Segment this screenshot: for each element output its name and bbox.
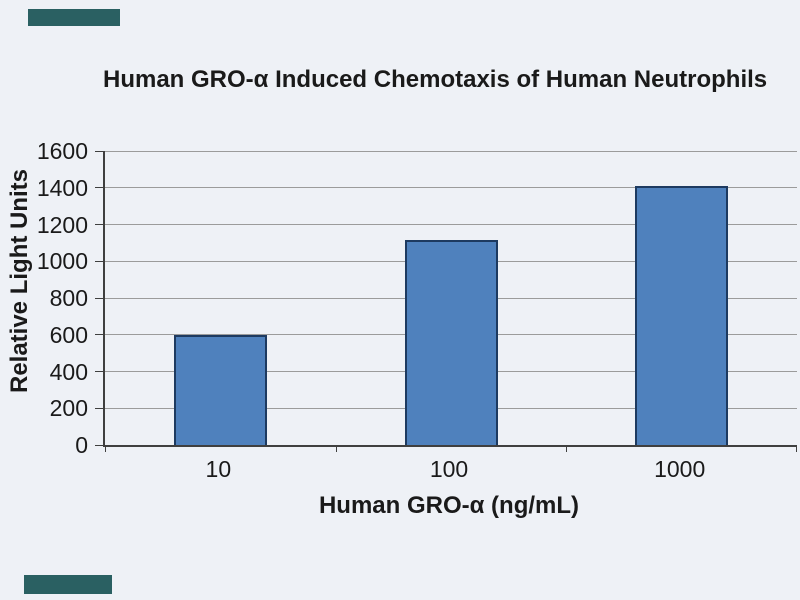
y-tick-mark-1200 (95, 224, 103, 225)
y-tick-mark-0 (95, 445, 103, 446)
y-tick-label-1400: 1400 (36, 174, 88, 201)
x-axis-tick-labels: 10 100 1000 (103, 456, 795, 486)
y-axis-tick-labels: 0 200 400 600 800 1000 1200 1400 1600 (0, 138, 88, 458)
y-tick-label-1600: 1600 (36, 138, 88, 164)
x-tick-mark-0 (105, 445, 106, 452)
gridline-y-1400 (105, 187, 797, 189)
bar-1000 (635, 185, 729, 445)
x-tick-label-100: 100 (429, 456, 469, 482)
plot-area (95, 150, 797, 452)
y-tick-mark-200 (95, 407, 103, 409)
y-tick-mark-1400 (95, 187, 103, 189)
y-tick-mark-400 (95, 371, 103, 372)
y-tick-label-600: 600 (49, 321, 88, 348)
y-tick-label-200: 200 (49, 395, 88, 422)
y-tick-mark-600 (95, 334, 103, 336)
y-tick-mark-800 (95, 297, 103, 299)
gridline-y-1600 (105, 150, 797, 152)
y-tick-mark-1600 (95, 150, 103, 152)
bar-10 (173, 334, 267, 445)
x-tick-label-10: 10 (205, 456, 232, 482)
x-tick-mark-3 (796, 445, 797, 452)
x-axis-title: Human GRO-α (ng/mL) (318, 492, 580, 519)
x-tick-mark-1 (335, 445, 337, 452)
y-tick-label-400: 400 (49, 358, 88, 385)
chart-title: Human GRO-α Induced Chemotaxis of Human … (103, 66, 768, 93)
y-tick-label-1200: 1200 (36, 211, 88, 238)
watermark-box-bottom (24, 575, 112, 594)
y-tick-label-0: 0 (75, 432, 88, 458)
y-tick-mark-1000 (95, 260, 103, 262)
watermark-box-top (28, 9, 120, 26)
y-tick-label-1000: 1000 (36, 248, 88, 275)
gridline-y-1200 (105, 224, 797, 225)
y-tick-label-800: 800 (49, 285, 88, 311)
x-tick-mark-2 (566, 445, 568, 452)
x-tick-label-1000: 1000 (654, 456, 706, 482)
bar-100 (404, 240, 498, 445)
